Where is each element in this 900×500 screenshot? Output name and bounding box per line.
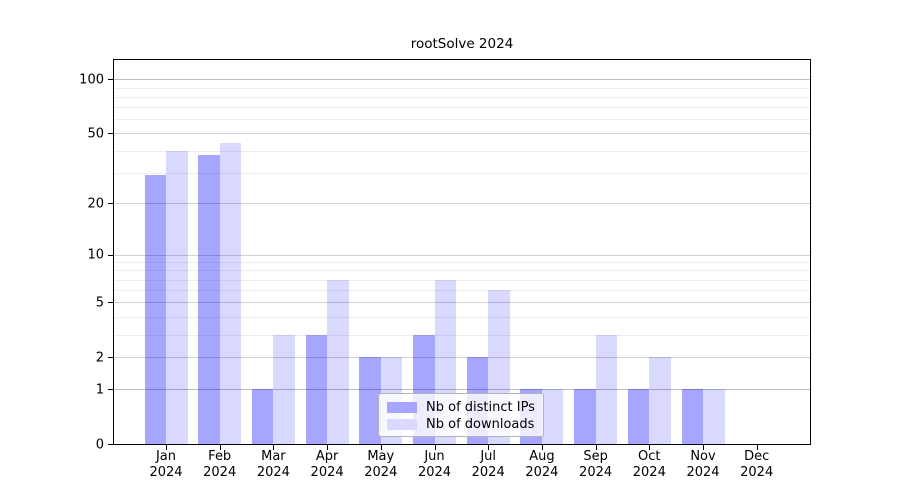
y-axis-tick (108, 254, 113, 256)
gridline-minor (114, 107, 810, 109)
x-axis-tick (380, 445, 382, 450)
gridline-minor (114, 262, 810, 264)
bar-distinct-ips (627, 389, 650, 444)
bar-distinct-ips (305, 334, 328, 444)
x-axis-tick-label: Apr 2024 (310, 449, 344, 480)
y-axis-tick (108, 79, 113, 81)
bar-distinct-ips (359, 357, 381, 444)
y-axis-tick (108, 444, 113, 445)
legend: Nb of distinct IPs Nb of downloads (378, 393, 544, 437)
gridline-major (114, 389, 810, 391)
bar-distinct-ips (144, 175, 166, 444)
legend-label: Nb of downloads (426, 417, 535, 432)
y-axis-tick (108, 357, 113, 359)
gridline-minor (114, 334, 810, 336)
x-axis-tick (541, 445, 543, 450)
legend-swatch-distinct-ips (387, 402, 417, 413)
x-axis-tick-label: Oct 2024 (632, 449, 666, 480)
x-axis-tick-label: Mar 2024 (256, 449, 290, 480)
y-axis-tick-label: 50 (87, 126, 104, 142)
y-axis-tick (108, 133, 113, 135)
x-axis-tick (595, 445, 597, 450)
bar-downloads (649, 357, 671, 444)
y-axis-tick-label: 5 (95, 295, 104, 311)
gridline-minor (114, 270, 810, 272)
chart-title: rootSolve 2024 (410, 36, 514, 52)
gridline-minor (114, 172, 810, 174)
bar-distinct-ips (681, 389, 703, 444)
y-axis-tick-label: 1 (95, 382, 104, 398)
gridline-minor (114, 150, 810, 152)
legend-label: Nb of distinct IPs (426, 400, 535, 415)
bar-downloads (541, 389, 564, 444)
x-axis-tick (166, 445, 167, 450)
gridline-major (114, 133, 810, 135)
x-axis-tick (756, 445, 758, 450)
y-axis-tick-label: 20 (87, 196, 104, 212)
x-axis-tick-label: Feb 2024 (203, 449, 237, 480)
legend-item: Nb of downloads (379, 416, 543, 433)
gridline-minor (114, 279, 810, 281)
gridline-major (114, 79, 810, 81)
x-axis-tick (703, 445, 704, 450)
gridline-minor (114, 316, 810, 318)
bar-distinct-ips (198, 154, 220, 444)
x-axis-tick (327, 445, 329, 450)
y-axis-tick-label: 100 (79, 72, 104, 88)
y-axis-tick-label: 2 (95, 350, 104, 366)
bar-distinct-ips (574, 389, 596, 444)
bar-distinct-ips (251, 389, 274, 444)
gridline-major (114, 254, 810, 256)
x-axis-tick (488, 445, 490, 450)
bar-downloads (703, 389, 725, 444)
bar-downloads (327, 279, 349, 444)
y-axis-tick (108, 203, 113, 205)
x-axis-tick-label: Jul 2024 (471, 449, 505, 480)
y-axis-tick-label: 10 (87, 247, 104, 263)
x-axis-tick (219, 445, 221, 450)
y-axis-tick (108, 389, 113, 391)
plot-area (114, 60, 810, 444)
y-axis-tick (108, 302, 113, 304)
gridline-minor (114, 96, 810, 98)
x-axis-tick-label: Nov 2024 (686, 449, 720, 480)
x-axis-tick-label: Dec 2024 (740, 449, 774, 480)
gridline-major (114, 357, 810, 359)
x-axis-tick (273, 445, 275, 450)
legend-swatch-downloads (387, 419, 417, 430)
gridline-minor (114, 119, 810, 121)
x-axis-tick-label: May 2024 (364, 449, 398, 480)
bar-downloads (273, 334, 295, 444)
gridline-minor (114, 87, 810, 89)
y-axis-tick-label: 0 (95, 437, 104, 452)
x-axis-tick-label: Jan 2024 (149, 449, 183, 480)
bar-downloads (166, 150, 188, 444)
gridline-minor (114, 290, 810, 292)
x-axis-tick-label: Aug 2024 (525, 449, 559, 480)
x-axis-tick-label: Sep 2024 (579, 449, 613, 480)
gridline-major (114, 302, 810, 304)
gridline-major (114, 203, 810, 205)
legend-item: Nb of distinct IPs (379, 399, 543, 416)
x-axis-tick (434, 445, 436, 450)
bar-downloads (595, 334, 618, 444)
x-axis-tick (649, 445, 651, 450)
bar-downloads (219, 143, 242, 444)
x-axis-tick-label: Jun 2024 (417, 449, 452, 480)
